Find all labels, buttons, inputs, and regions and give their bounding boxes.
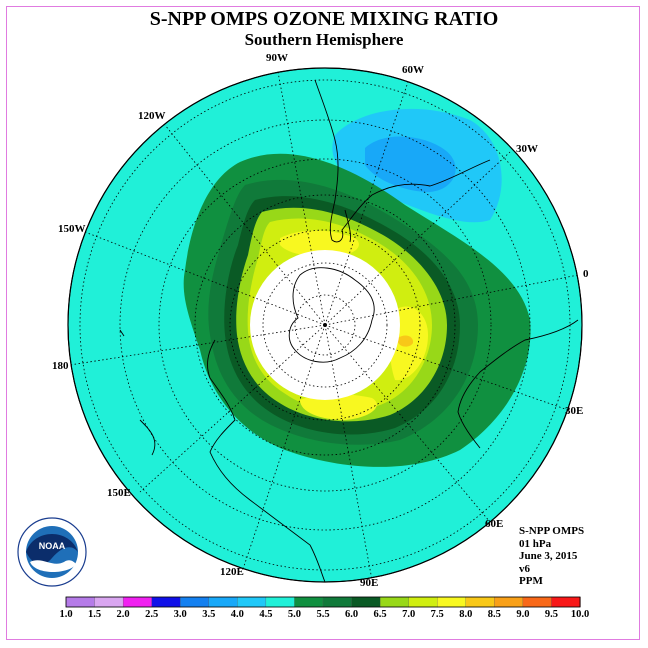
lon-label-60e: 60E — [485, 518, 504, 530]
lon-label-150w: 150W — [58, 223, 86, 235]
colorbar-tick-label: 8.0 — [459, 609, 473, 620]
coastlines — [119, 79, 579, 582]
colorbar-swatch — [237, 596, 267, 608]
colorbar-swatch — [94, 596, 124, 608]
colorbar-swatch — [180, 596, 210, 608]
lon-label-0: 0 — [583, 268, 589, 280]
colorbar-tick-label: 5.5 — [316, 609, 330, 620]
colorbar-swatch — [65, 596, 96, 608]
colorbar-swatch — [465, 596, 495, 608]
colorbar-swatch — [408, 596, 438, 608]
contour-3-5 — [365, 136, 456, 192]
info-date: June 3, 2015 — [519, 550, 578, 562]
lon-label-90w: 90W — [266, 52, 288, 64]
colorbar-tick-label: 8.5 — [487, 609, 501, 620]
lon-label-90e: 90E — [360, 577, 379, 589]
colorbar-tick-label: 4.5 — [259, 609, 273, 620]
map-title: S-NPP OMPS OZONE MIXING RATIO — [149, 8, 499, 30]
colorbar-swatch — [494, 596, 524, 608]
colorbar-tick-label: 6.0 — [344, 609, 359, 620]
colorbar-tick-label: 2.5 — [145, 609, 159, 620]
colorbar-tick-label: 9.5 — [544, 609, 558, 620]
colorbar-tick-label: 5.0 — [287, 609, 301, 620]
info-version: v6 — [519, 562, 530, 575]
colorbar-swatch — [522, 596, 553, 608]
colorbar-swatch — [437, 596, 467, 608]
info-units: PPM — [519, 575, 543, 587]
lon-label-120e: 120E — [220, 566, 244, 578]
colorbar-tick-label: 4.0 — [230, 609, 244, 620]
colorbar-swatch — [379, 596, 410, 608]
noaa-logo-text: NOAA — [39, 541, 66, 551]
colorbar-tick-label: 10.0 — [570, 609, 590, 620]
figure-frame — [6, 6, 640, 640]
colorbar-swatch — [151, 596, 181, 608]
colorbar-swatch — [322, 596, 353, 608]
colorbar-swatch — [294, 596, 324, 608]
colorbar-tick-label: 7.5 — [430, 609, 444, 620]
colorbar-tick-label: 3.0 — [173, 609, 187, 620]
map-subtitle: Southern Hemisphere — [244, 30, 404, 49]
lon-label-180: 180 — [52, 360, 69, 372]
contour-7-5-south — [300, 394, 377, 420]
info-block: S-NPP OMPS 01 hPa June 3, 2015 v6 PPM — [519, 525, 584, 588]
contour-8-0 — [398, 335, 414, 347]
lon-label-30w: 30W — [516, 143, 538, 155]
lon-label-30e: 30E — [565, 405, 584, 417]
colorbar-swatch — [265, 596, 296, 608]
colorbar-tick-label: 6.5 — [373, 609, 387, 620]
colorbar-tick-label: 9.0 — [516, 609, 530, 620]
colorbar-tick-label: 1.5 — [87, 609, 102, 620]
lon-label-120w: 120W — [138, 110, 166, 122]
colorbar-swatch — [351, 596, 381, 608]
colorbar-swatch — [208, 596, 238, 608]
colorbar-tick-label: 3.5 — [202, 609, 216, 620]
noaa-logo: NOAA — [17, 517, 87, 587]
info-level: 01 hPa — [519, 537, 552, 550]
meridians — [69, 71, 579, 581]
colorbar-swatch — [122, 596, 153, 608]
info-instrument: S-NPP OMPS — [519, 525, 585, 537]
south-pole-marker — [323, 323, 327, 327]
contour-7-5-north — [280, 230, 359, 257]
colorbar-tick-label: 2.0 — [116, 609, 130, 620]
colorbar-tick-label: 7.0 — [402, 609, 416, 620]
lon-label-150e: 150E — [107, 487, 131, 499]
lon-label-60w: 60W — [402, 64, 424, 76]
colorbar-tick-label: 1.0 — [59, 609, 73, 620]
colorbar-swatch — [551, 596, 581, 608]
